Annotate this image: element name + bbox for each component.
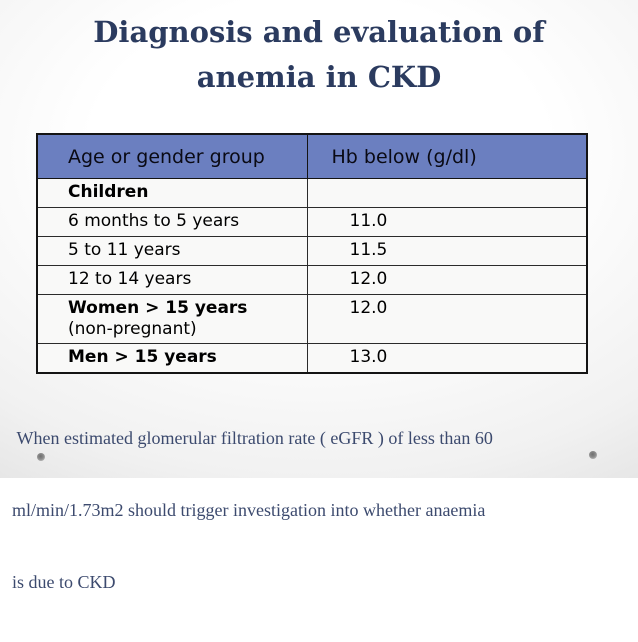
row-sublabel: (non-pregnant) bbox=[68, 319, 197, 339]
decor-dot-left bbox=[37, 453, 45, 461]
table-row: 12 to 14 years 12.0 bbox=[36, 265, 588, 295]
row-value bbox=[306, 178, 588, 208]
row-value: 11.0 bbox=[306, 207, 588, 237]
slide-title: Diagnosis and evaluation of anemia in CK… bbox=[0, 10, 638, 100]
decor-dot-right bbox=[589, 451, 597, 459]
table-row: 6 months to 5 years 11.0 bbox=[36, 207, 588, 237]
table-row: Women > 15 years (non-pregnant) 12.0 bbox=[36, 294, 588, 344]
table-body: Children 6 months to 5 years 11.0 5 to 1… bbox=[36, 178, 588, 374]
anemia-hb-table: Age or gender group Hb below (g/dl) Chil… bbox=[36, 133, 588, 374]
row-value: 12.0 bbox=[306, 294, 588, 344]
row-label: 12 to 14 years bbox=[68, 269, 192, 289]
footer-note: When estimated glomerular filtration rat… bbox=[12, 378, 630, 642]
slide: Diagnosis and evaluation of anemia in CK… bbox=[0, 0, 638, 592]
table-row: Children bbox=[36, 178, 588, 208]
row-label: Children bbox=[68, 182, 149, 202]
footer-note-line-2: ml/min/1.73m2 should trigger investigati… bbox=[12, 500, 486, 520]
row-label: Men > 15 years bbox=[68, 347, 217, 367]
table-header-row: Age or gender group Hb below (g/dl) bbox=[36, 133, 588, 179]
row-label: 6 months to 5 years bbox=[68, 211, 240, 231]
row-value: 13.0 bbox=[306, 343, 588, 374]
row-label: 5 to 11 years bbox=[68, 240, 181, 260]
table-row: 5 to 11 years 11.5 bbox=[36, 236, 588, 266]
header-age-or-gender-group: Age or gender group bbox=[36, 133, 308, 179]
header-hb-below: Hb below (g/dl) bbox=[306, 133, 588, 179]
slide-title-line-1: Diagnosis and evaluation of bbox=[93, 15, 545, 49]
slide-title-line-2: anemia in CKD bbox=[196, 60, 442, 94]
footer-note-line-3: is due to CKD bbox=[12, 572, 116, 592]
row-label: Women > 15 years bbox=[68, 298, 248, 318]
footer-note-line-1: When estimated glomerular filtration rat… bbox=[12, 428, 493, 448]
row-value: 12.0 bbox=[306, 265, 588, 295]
table-row: Men > 15 years 13.0 bbox=[36, 343, 588, 374]
row-value: 11.5 bbox=[306, 236, 588, 266]
